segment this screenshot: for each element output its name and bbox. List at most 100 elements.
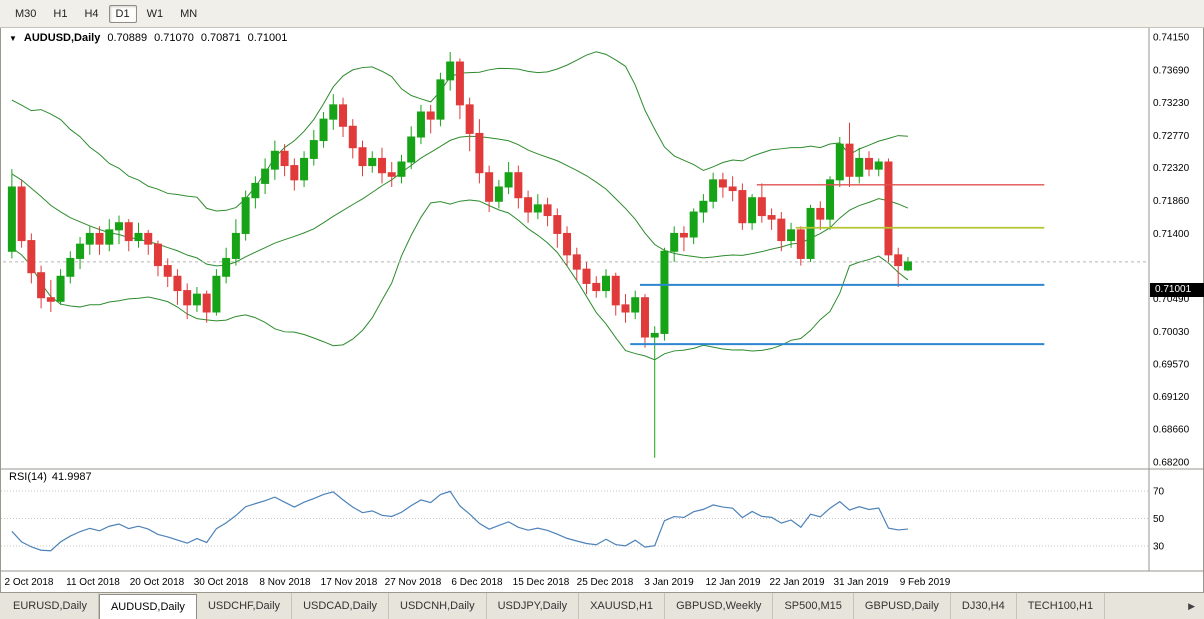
candle-bull — [602, 269, 611, 298]
candle-bear — [387, 162, 396, 187]
candle-bear — [124, 219, 133, 252]
candle-bear — [163, 258, 172, 287]
candle-bear — [884, 158, 893, 262]
candle-bull — [670, 226, 679, 262]
price-axis-label: 0.72770 — [1153, 131, 1190, 142]
chart-canvas[interactable]: 0.74150 0.73690 0.73230 0.72770 0.72320 0.718… — [1, 28, 1204, 592]
chart-tab-xauusd-h1[interactable]: XAUUSD,H1 — [579, 593, 666, 619]
candle-bear — [339, 97, 348, 137]
candle-bull — [835, 137, 844, 187]
rsi-axis-label: 50 — [1153, 514, 1165, 525]
candle-bear — [202, 290, 211, 323]
candle-bear — [485, 165, 494, 212]
chart-tabbar: EURUSD,Daily AUDUSD,Daily USDCHF,Daily USDC… — [0, 592, 1204, 619]
candle-bull — [212, 269, 221, 316]
candle-bull — [806, 204, 815, 262]
candle-bull — [494, 179, 503, 209]
candle-bull — [192, 287, 201, 312]
rsi-value: 41.9987 — [51, 471, 92, 483]
date-axis-label: 2 Oct 2018 — [5, 577, 54, 588]
one-click-trading-toggle-icon[interactable]: ▼ — [9, 33, 17, 43]
candle-bull — [709, 172, 718, 209]
chart-tab-dj30-h4[interactable]: DJ30,H4 — [950, 593, 1017, 619]
candle-bull — [115, 215, 124, 245]
timeframe-button-m30[interactable]: M30 — [15, 7, 37, 20]
candle-bear — [611, 272, 620, 316]
candle-bull — [231, 219, 240, 266]
price-axis-label: 0.70030 — [1153, 327, 1190, 338]
timeframe-button-mn[interactable]: MN — [180, 7, 198, 20]
candle-bear — [183, 283, 192, 320]
price-axis-label: 0.71400 — [1153, 229, 1190, 240]
candle-bear — [894, 247, 903, 287]
current-price-badge: 0.71001 — [1150, 282, 1204, 297]
candle-bear — [455, 58, 464, 120]
candle-bull — [689, 208, 698, 245]
candle-bear — [738, 183, 747, 230]
chart-tab-tech100-h1[interactable]: TECH100,H1 — [1016, 593, 1106, 619]
chart-tab-usdjpy-daily[interactable]: USDJPY,Daily — [486, 593, 580, 619]
candle-bull — [241, 190, 250, 241]
candle-bull — [309, 129, 318, 166]
rsi-axis-label: 70 — [1153, 487, 1165, 498]
candle-bear — [17, 179, 26, 248]
candle-bear — [426, 104, 435, 134]
candle-bear — [465, 97, 474, 152]
candle-bear — [95, 226, 104, 255]
candle-bear — [173, 269, 182, 305]
candle-bear — [27, 233, 36, 284]
date-axis-label: 3 Jan 2019 — [644, 577, 694, 588]
chart-tab-eurusd-daily[interactable]: EURUSD,Daily — [2, 593, 99, 619]
candle-bear — [348, 119, 357, 159]
ohlc-high: 0.71070 — [154, 32, 194, 44]
price-axis: 0.74150 0.73690 0.73230 0.72770 0.72320 0.718… — [1153, 33, 1190, 469]
rsi-line — [11, 490, 909, 552]
timeframe-button-w1[interactable]: W1 — [146, 7, 164, 20]
price-axis-label: 0.73230 — [1153, 98, 1190, 109]
candle-bear — [377, 147, 386, 184]
candle-bull — [631, 290, 640, 320]
timeframe-button-h4[interactable]: H4 — [84, 7, 99, 20]
candle-bull — [446, 52, 455, 91]
price-axis-label: 0.69570 — [1153, 360, 1190, 371]
candle-bull — [699, 194, 708, 223]
chart-tab-audusd-daily[interactable]: AUDUSD,Daily — [98, 594, 197, 619]
candle-bull — [533, 194, 542, 220]
candle-bull — [85, 226, 94, 255]
price-axis-label: 0.71860 — [1153, 196, 1190, 207]
candle-bull — [134, 222, 143, 248]
price-axis-label: 0.68660 — [1153, 425, 1190, 436]
timeframe-button-h1[interactable]: H1 — [53, 7, 68, 20]
candle-bear — [572, 247, 581, 280]
chart-tab-sp500-m15[interactable]: SP500,M15 — [773, 593, 854, 619]
candle-bear — [718, 172, 727, 198]
candle-bull — [66, 251, 75, 284]
candle-bull — [504, 162, 513, 195]
rsi-indicator-label: RSI(14) 41.9987 — [9, 471, 92, 483]
candle-bear — [640, 294, 649, 348]
rsi-axis-label: 30 — [1153, 542, 1165, 553]
chart-tab-gbpusd-weekly[interactable]: GBPUSD,Weekly — [665, 593, 774, 619]
candle-bull — [7, 169, 16, 259]
date-axis-label: 27 Nov 2018 — [385, 577, 442, 588]
candle-bull — [300, 151, 309, 187]
tabbar-scroll-right-icon[interactable]: ▶ — [1188, 600, 1195, 611]
candle-bear — [524, 190, 533, 223]
candle-bull — [660, 247, 669, 341]
candle-bear — [358, 140, 367, 177]
price-axis-label: 0.73690 — [1153, 65, 1190, 76]
chart-tab-usdcnh-daily[interactable]: USDCNH,Daily — [389, 593, 487, 619]
timeframe-button-d1[interactable]: D1 — [108, 4, 137, 23]
date-axis-label: 20 Oct 2018 — [130, 577, 185, 588]
candle-bear — [37, 265, 46, 309]
candle-bull — [222, 247, 231, 284]
date-axis-label: 11 Oct 2018 — [66, 577, 120, 588]
chart-tab-gbpusd-daily[interactable]: GBPUSD,Daily — [853, 593, 951, 619]
candle-bear — [514, 165, 523, 209]
candle-bear — [767, 208, 776, 230]
chart-tab-usdchf-daily[interactable]: USDCHF,Daily — [196, 593, 293, 619]
chart-tab-usdcad-daily[interactable]: USDCAD,Daily — [292, 593, 390, 619]
chart-symbol-label: AUDUSD,Daily — [23, 32, 101, 44]
date-axis-label: 31 Jan 2019 — [833, 577, 888, 588]
date-axis-label: 8 Nov 2018 — [259, 577, 311, 588]
